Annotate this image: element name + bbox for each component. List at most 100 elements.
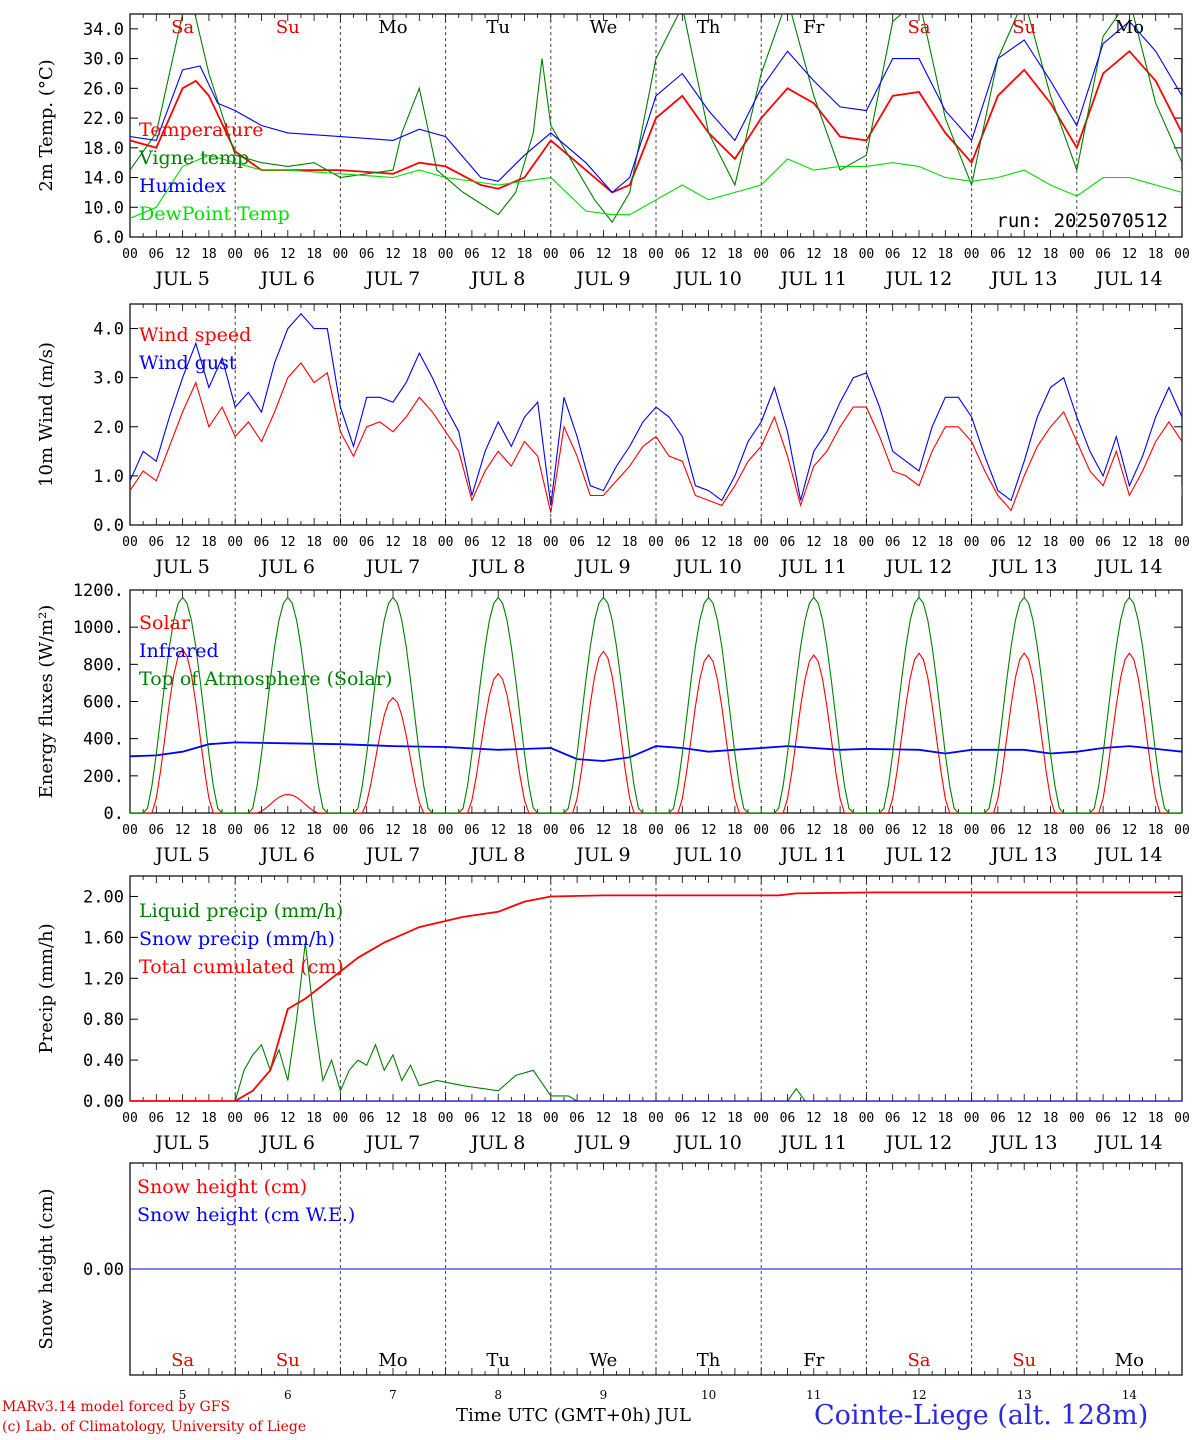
- x-hour-label: 00: [859, 247, 875, 262]
- bottom-day-number: 12: [911, 1388, 926, 1402]
- weekday-label-bottom: Sa: [907, 1350, 930, 1371]
- x-hour-label: 12: [1016, 823, 1032, 838]
- x-hour-label: 18: [1148, 1111, 1164, 1126]
- x-hour-label: 18: [1148, 823, 1164, 838]
- x-day-label: JUL 9: [574, 1132, 630, 1154]
- x-day-label: JUL 6: [259, 556, 315, 578]
- x-hour-label: 18: [937, 823, 953, 838]
- x-day-label: JUL 13: [989, 1132, 1057, 1154]
- y-tick-label: 34.0: [83, 20, 124, 40]
- x-hour-label: 06: [780, 535, 796, 550]
- y-axis-label: Snow height (cm): [36, 1188, 57, 1349]
- bottom-day-number: 6: [284, 1388, 292, 1402]
- weekday-label-top: Tu: [486, 17, 510, 38]
- series-line-wind-gust: [130, 312, 1182, 506]
- x-hour-label: 06: [359, 1111, 375, 1126]
- weekday-label-top: Sa: [171, 17, 194, 38]
- bottom-day-number: 11: [806, 1388, 821, 1402]
- x-day-label: JUL 6: [259, 844, 315, 866]
- x-hour-label: 00: [753, 823, 769, 838]
- x-hour-label: 06: [464, 1111, 480, 1126]
- weekday-label-bottom: Mo: [378, 1350, 407, 1371]
- weekday-label-top: Mo: [378, 17, 407, 38]
- x-hour-label: 12: [911, 535, 927, 550]
- legend-entry: Vigne temp: [138, 147, 249, 169]
- x-hour-label: 12: [175, 823, 191, 838]
- x-hour-label: 06: [569, 1111, 585, 1126]
- x-hour-label: 00: [1174, 535, 1190, 550]
- panel-1: 6.0 10.0 14.0 18.0 22.0 26.0 30.0 34.0 2m Temp. …: [36, 13, 1190, 290]
- x-hour-label: 18: [937, 247, 953, 262]
- x-hour-label: 12: [490, 823, 506, 838]
- x-hour-label: 06: [569, 823, 585, 838]
- x-hour-label: 06: [254, 1111, 270, 1126]
- x-day-label: JUL 14: [1094, 844, 1162, 866]
- x-hour-label: 06: [1095, 535, 1111, 550]
- x-day-label: JUL 8: [469, 556, 525, 578]
- x-hour-label: 06: [780, 823, 796, 838]
- series-line-liquid-precip-mm-h-: [130, 942, 1182, 1101]
- x-hour-label: 12: [385, 535, 401, 550]
- y-tick-label: 400.: [83, 730, 124, 750]
- x-day-label: JUL 14: [1094, 556, 1162, 578]
- x-hour-label: 18: [201, 535, 217, 550]
- x-hour-label: 18: [306, 247, 322, 262]
- x-day-label: JUL 12: [884, 844, 952, 866]
- x-hour-label: 00: [543, 1111, 559, 1126]
- x-hour-label: 00: [1069, 823, 1085, 838]
- x-hour-label: 06: [254, 247, 270, 262]
- x-hour-label: 18: [517, 535, 533, 550]
- x-hour-label: 18: [201, 1111, 217, 1126]
- x-day-label: JUL 5: [153, 1132, 209, 1154]
- x-hour-label: 06: [990, 823, 1006, 838]
- bottom-day-number: 14: [1122, 1388, 1138, 1402]
- bottom-day-number: 8: [494, 1388, 502, 1402]
- legend-entry: Top of Atmosphere (Solar): [139, 668, 392, 690]
- y-tick-label: 2.00: [83, 887, 124, 907]
- bottom-day-number: 13: [1017, 1388, 1032, 1402]
- y-axis-label: Precip (mm/h): [36, 923, 57, 1053]
- series-line-humidex: [130, 20, 1182, 194]
- x-hour-label: 06: [254, 823, 270, 838]
- x-hour-label: 06: [885, 1111, 901, 1126]
- x-hour-label: 00: [648, 535, 664, 550]
- x-hour-label: 18: [727, 247, 743, 262]
- x-hour-label: 12: [806, 1111, 822, 1126]
- x-hour-label: 00: [859, 823, 875, 838]
- y-tick-label: 0.80: [83, 1010, 124, 1030]
- x-day-label: JUL 5: [153, 268, 209, 290]
- legend-entry: Wind gust: [139, 352, 237, 374]
- legend-entry: Snow height (cm): [137, 1176, 307, 1198]
- legend-entry: Humidex: [139, 175, 226, 197]
- x-hour-label: 12: [280, 535, 296, 550]
- x-hour-label: 12: [490, 535, 506, 550]
- x-hour-label: 12: [806, 535, 822, 550]
- x-hour-label: 12: [1122, 1111, 1138, 1126]
- x-hour-label: 12: [701, 1111, 717, 1126]
- weekday-label-bottom: Tu: [486, 1350, 510, 1371]
- x-day-label: JUL 8: [469, 1132, 525, 1154]
- x-hour-label: 00: [648, 823, 664, 838]
- x-hour-label: 00: [227, 1111, 243, 1126]
- weekday-label-top: Mo: [1115, 17, 1144, 38]
- series-line-solar: [130, 648, 1182, 813]
- x-day-label: JUL 11: [779, 268, 847, 290]
- x-hour-label: 12: [490, 247, 506, 262]
- weekday-label-bottom: Su: [1012, 1350, 1036, 1371]
- x-hour-label: 06: [569, 535, 585, 550]
- x-hour-label: 06: [885, 823, 901, 838]
- x-hour-label: 12: [1016, 247, 1032, 262]
- x-hour-label: 00: [122, 535, 138, 550]
- x-hour-label: 06: [464, 823, 480, 838]
- x-hour-label: 06: [885, 247, 901, 262]
- x-hour-label: 18: [411, 1111, 427, 1126]
- y-tick-label: 26.0: [83, 79, 124, 99]
- y-axis-label: 10m Wind (m/s): [36, 342, 57, 487]
- x-hour-label: 12: [596, 1111, 612, 1126]
- series-line-temperature: [130, 49, 1182, 194]
- x-hour-label: 12: [175, 247, 191, 262]
- legend-entry: Wind speed: [139, 324, 251, 346]
- y-tick-label: 0.00: [83, 1092, 124, 1112]
- x-hour-label: 06: [990, 535, 1006, 550]
- y-tick-label: 2.0: [93, 418, 124, 438]
